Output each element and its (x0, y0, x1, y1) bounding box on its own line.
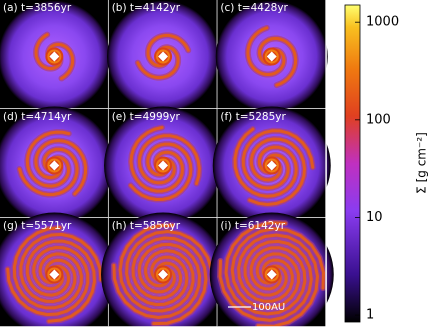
panel: (h) t=5856yr (101, 212, 226, 327)
colorbar (344, 4, 361, 323)
inner-ring (264, 267, 279, 282)
panel-label: (e) t=4999yr (112, 111, 181, 123)
spiral-arm (237, 233, 320, 327)
star (158, 51, 168, 62)
inner-ring (156, 267, 171, 282)
spiral-arm (218, 239, 313, 322)
panel: (b) t=4142yr (107, 0, 220, 113)
panel: (f) t=5285yr (212, 106, 331, 225)
panel-label: (i) t=6142yr (220, 220, 285, 232)
star (158, 269, 168, 280)
spiral-arm (131, 236, 208, 326)
inner-ring (156, 158, 171, 173)
star (266, 269, 277, 280)
spiral-arm (25, 239, 96, 323)
inner-ring (264, 158, 279, 173)
panel-label: (d) t=4714yr (3, 111, 72, 123)
spiral-arm (34, 139, 88, 196)
spiral-arm (6, 245, 90, 317)
spiral-arm (129, 126, 185, 193)
colorbar-tick-label: 100 (366, 112, 391, 127)
panel: (e) t=4999yr (104, 106, 223, 225)
panel-label: (h) t=5856yr (112, 220, 181, 232)
panel-label: (c) t=4428yr (220, 2, 288, 14)
star (49, 160, 60, 171)
spiral-arm (25, 130, 71, 188)
panel-label: (a) t=3856yr (3, 2, 72, 14)
scale-bar-label: 100AU (252, 302, 285, 313)
spiral-arm (129, 142, 193, 202)
colorbar-tick-label: 1000 (366, 15, 399, 30)
inner-ring (47, 267, 62, 282)
star (158, 160, 168, 171)
star (49, 51, 60, 62)
inner-ring (264, 49, 279, 64)
spiral-arm (137, 134, 201, 186)
spiral-arm (241, 129, 315, 190)
panel-label: (b) t=4142yr (112, 2, 181, 14)
panel: (i) t=6142yr (209, 212, 334, 327)
inner-ring (47, 49, 62, 64)
colorbar-tick-label: 1 (366, 308, 374, 323)
spiral-arm (233, 127, 298, 198)
spiral-arm (125, 229, 214, 307)
inner-ring (47, 158, 62, 173)
colorbar-label: Σ [g cm⁻²] (415, 132, 429, 194)
spiral-arm (19, 232, 103, 304)
panel: (c) t=4428yr (215, 0, 328, 113)
spiral-arm (224, 221, 307, 316)
spiral-arm (18, 147, 79, 197)
inner-ring (156, 49, 171, 64)
panel-label: (f) t=5285yr (220, 111, 286, 123)
colorbar-tick-label: 10 (366, 210, 383, 225)
panel-grid: (a) t=3856yr (b) t=4142yr (c) t=4428yr (d) … (0, 0, 334, 327)
panel: (g) t=5571yr (0, 212, 117, 327)
spiral-arm (112, 242, 202, 320)
panel-label: (g) t=5571yr (3, 220, 72, 232)
panel: (a) t=3856yr (0, 0, 111, 113)
spiral-arm (118, 223, 195, 313)
spiral-arm (248, 137, 307, 207)
panel: (d) t=4714yr (0, 106, 114, 225)
spiral-arm (230, 227, 326, 310)
spiral-arm (12, 226, 83, 310)
star (266, 160, 277, 171)
